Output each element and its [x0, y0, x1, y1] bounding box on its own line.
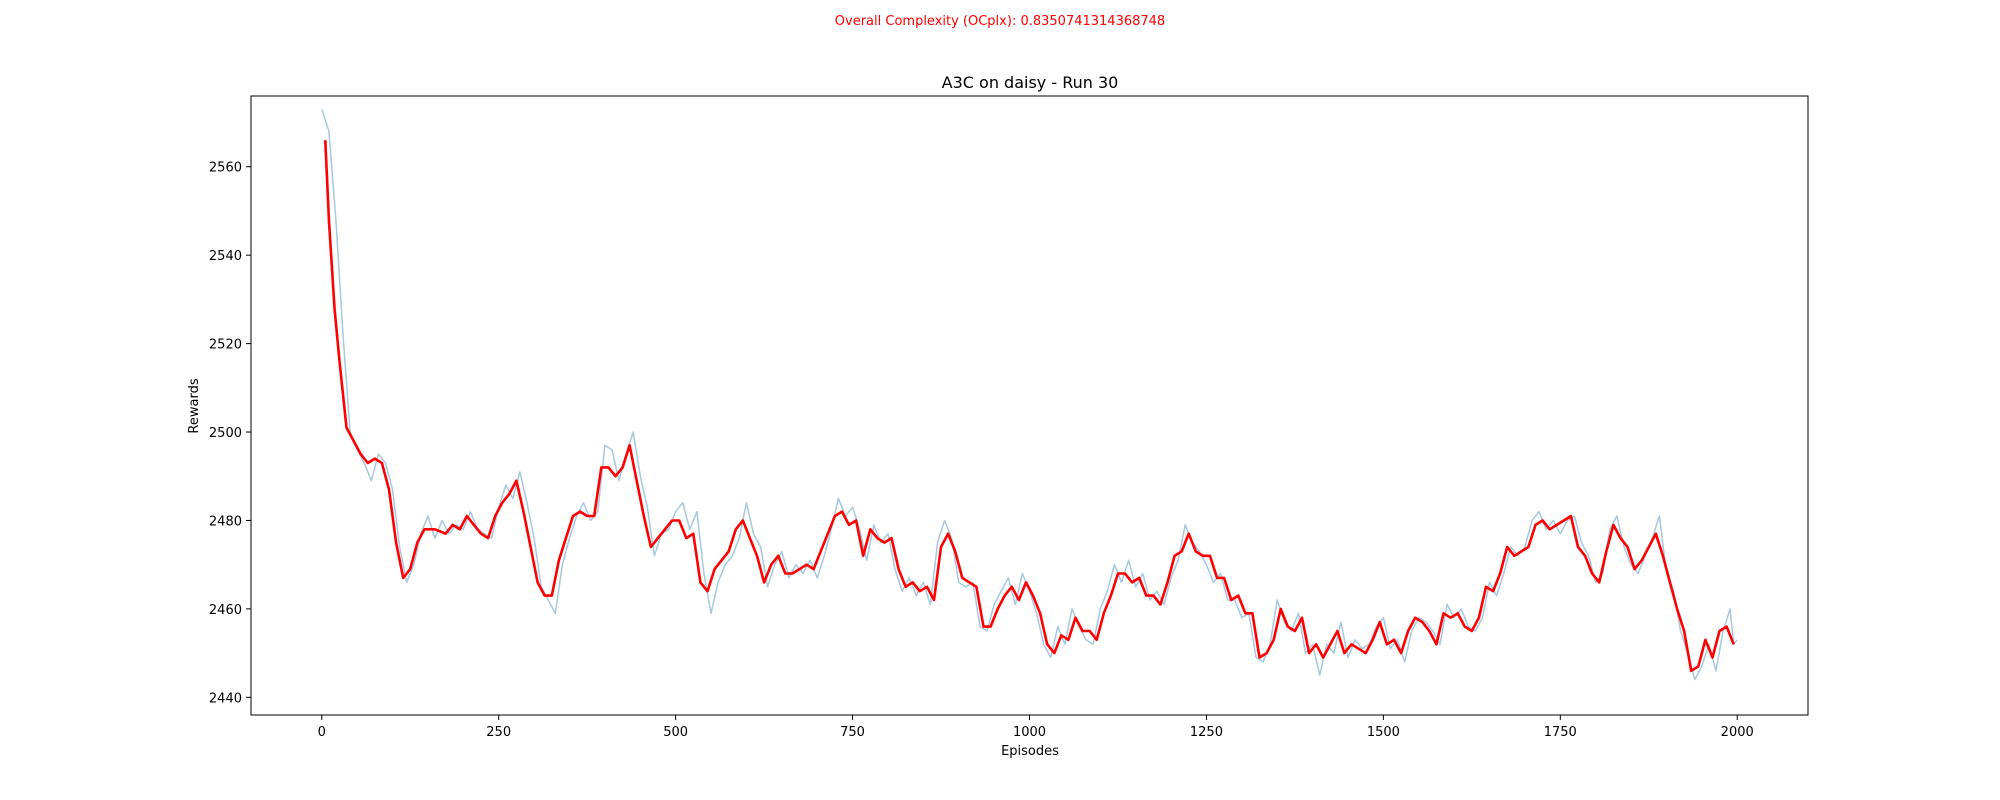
- y-tick-label: 2540: [209, 249, 242, 264]
- x-tick-label: 0: [318, 725, 326, 740]
- y-tick-label: 2440: [209, 691, 242, 706]
- y-tick-label: 2500: [209, 426, 242, 441]
- x-axis: 0 250 500 750 1000 1250 1500 1750 2000: [318, 715, 1754, 740]
- x-tick-label: 2000: [1721, 725, 1754, 740]
- y-tick-label: 2480: [209, 514, 242, 529]
- plot-area: [321, 109, 1738, 681]
- x-axis-label: Episodes: [1001, 744, 1059, 759]
- x-tick-label: 250: [486, 725, 511, 740]
- y-axis-label: Rewards: [187, 378, 202, 433]
- x-tick-label: 750: [840, 725, 865, 740]
- x-tick-label: 500: [663, 725, 688, 740]
- header-text: Overall Complexity (OCplx): 0.8350741314…: [834, 14, 1166, 29]
- y-tick-label: 2520: [209, 338, 242, 353]
- y-axis: 2440 2460 2480 2500 2520 2540 2560: [209, 161, 251, 706]
- smoothed-rewards-line: [324, 140, 1735, 673]
- plot-frame: [250, 95, 1809, 716]
- x-tick-label: 1500: [1367, 725, 1400, 740]
- x-tick-label: 1000: [1013, 725, 1046, 740]
- y-tick-label: 2560: [209, 161, 242, 176]
- chart-title: A3C on daisy - Run 30: [942, 73, 1119, 92]
- x-tick-label: 1750: [1544, 725, 1577, 740]
- raw-rewards-line: [321, 109, 1738, 681]
- y-tick-label: 2460: [209, 603, 242, 618]
- x-tick-label: 1250: [1190, 725, 1223, 740]
